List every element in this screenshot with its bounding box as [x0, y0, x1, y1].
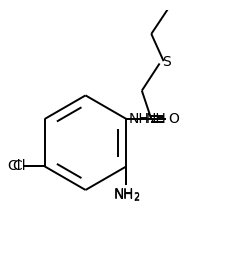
- Text: O: O: [168, 112, 179, 126]
- Text: Cl: Cl: [7, 159, 21, 173]
- Text: S: S: [162, 55, 171, 69]
- Text: Cl: Cl: [12, 159, 26, 173]
- Text: NH$_2$: NH$_2$: [113, 188, 140, 204]
- Text: NH: NH: [129, 112, 150, 126]
- Text: NH$_2$: NH$_2$: [113, 186, 140, 203]
- Text: NH: NH: [145, 112, 166, 126]
